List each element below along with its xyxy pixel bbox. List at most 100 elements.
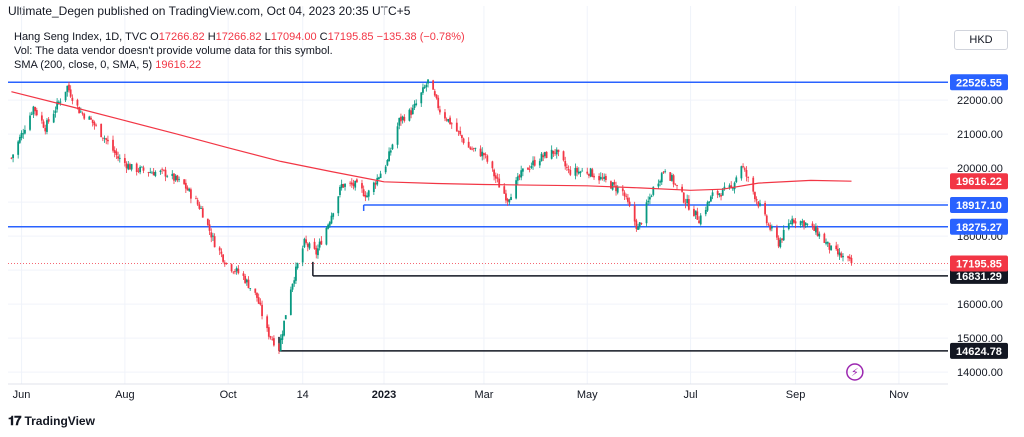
candle-body [374, 183, 377, 185]
price-axis[interactable]: 14000.0015000.0016000.0017000.0018000.00… [950, 74, 1008, 379]
candle-body [752, 177, 755, 192]
candle-body [755, 198, 758, 201]
candle-body [208, 224, 211, 231]
candle-body [818, 233, 821, 237]
candle-body [401, 116, 404, 120]
candle-body [342, 184, 345, 188]
candle-body [68, 84, 70, 91]
candle-body [542, 155, 545, 158]
candle-body [256, 292, 258, 298]
candle-body [508, 199, 511, 203]
candle-body [776, 227, 778, 238]
candle-body [433, 91, 436, 96]
open-value: 17266.82 [158, 31, 205, 43]
candle-body [235, 268, 238, 272]
candle-body [118, 157, 121, 159]
candle-body [325, 227, 328, 245]
candle-body [315, 248, 318, 255]
candle-body [327, 224, 330, 229]
sma-line [11, 91, 852, 191]
footer-brand: TradingView [24, 414, 95, 428]
candle-body [22, 133, 25, 135]
candle-body [510, 197, 512, 201]
candle-body [498, 178, 501, 188]
candle-body [151, 172, 153, 174]
candle-body [491, 161, 494, 169]
candle-body [599, 176, 602, 180]
candle-body [107, 139, 109, 142]
publisher-name[interactable]: Ultimate_Degen [8, 4, 95, 18]
candle-body [305, 239, 307, 243]
candle-body [733, 182, 736, 190]
candle-body [540, 153, 543, 162]
candle-body [709, 196, 712, 202]
candle-body [687, 199, 690, 210]
change-value: −135.38 (−0.78%) [376, 31, 465, 43]
candle-body [372, 182, 375, 192]
candle-body [56, 101, 59, 110]
candle-body [782, 229, 785, 241]
candle-body [34, 107, 36, 112]
candle-body [257, 297, 260, 304]
sma-value-tag-label: 19616.22 [956, 176, 1002, 188]
candle-body [586, 171, 589, 174]
candle-body [244, 275, 247, 283]
candle-body [847, 256, 849, 258]
candle-body [303, 238, 306, 248]
candle-body [769, 225, 772, 230]
candle-body [555, 149, 558, 155]
candle-body [408, 109, 411, 121]
candle-body [474, 147, 477, 149]
candle-body [554, 152, 556, 154]
time-tick-label: Jun [13, 389, 31, 401]
resistance-level-tag [950, 196, 1008, 213]
candle-body [147, 172, 150, 174]
candle-body [574, 167, 577, 176]
candle-body [301, 248, 304, 263]
candle-body [308, 243, 311, 249]
candle-body [83, 113, 86, 119]
lightning-icon: ⚡ [851, 366, 859, 379]
candle-body [628, 201, 631, 206]
candle-body [652, 186, 655, 195]
time-tick-label: 14 [297, 389, 309, 401]
sma-label[interactable]: SMA (200, close, 0, SMA, 5) [14, 59, 153, 71]
candle-body [367, 190, 370, 197]
candle-body [828, 242, 831, 250]
candle-body [88, 116, 91, 120]
price-tick-label: 20000.00 [957, 163, 1003, 175]
candle-body [293, 280, 296, 284]
candle-body [79, 111, 82, 113]
publish-header: Ultimate_Degen published on TradingView.… [8, 4, 410, 18]
candle-body [469, 147, 472, 150]
sma-row: SMA (200, close, 0, SMA, 5) 19616.22 [14, 58, 465, 72]
tradingview-footer[interactable]: 𝟏𝟕 TradingView [8, 413, 95, 429]
price-tick-label: 21000.00 [957, 129, 1003, 141]
candle-body [29, 115, 31, 130]
symbol-name[interactable]: Hang Seng Index, 1D, TVC [14, 31, 148, 43]
candle-body [223, 262, 226, 265]
candle-body [664, 171, 667, 173]
candle-body [125, 163, 128, 169]
support-level-tag [950, 342, 1008, 359]
candle-body [40, 115, 43, 121]
resistance-level-tag [950, 218, 1008, 235]
candle-body [730, 185, 733, 188]
candle-body [835, 245, 838, 250]
candle-body [190, 189, 192, 199]
candle-body [704, 210, 707, 215]
candle-body [35, 110, 38, 116]
candle-body [364, 194, 367, 198]
candle-body [449, 117, 451, 125]
currency-selector[interactable]: HKD [954, 30, 1008, 50]
candle-body [660, 173, 663, 183]
candle-body [93, 122, 96, 126]
candle-body [743, 168, 746, 170]
candle-body [545, 151, 548, 158]
support-level-tag-label: 16831.29 [956, 271, 1002, 283]
candle-body [242, 273, 245, 276]
candle-body [825, 242, 827, 244]
time-axis[interactable]: Jun Aug Oct 14 2023 Mar May Jul Sep Nov [8, 383, 948, 401]
candle-body [64, 91, 67, 101]
